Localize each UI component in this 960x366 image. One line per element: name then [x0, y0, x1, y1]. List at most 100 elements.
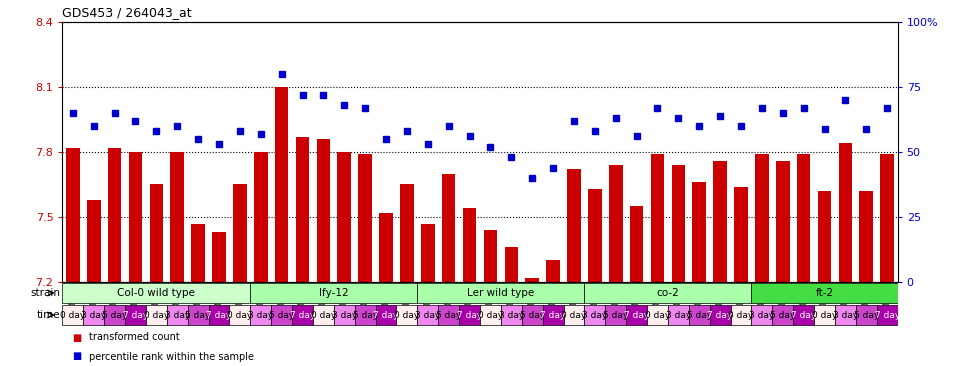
Bar [713, 161, 727, 282]
Bar [421, 224, 435, 282]
Bar [689, 305, 709, 325]
Text: 3 day: 3 day [415, 310, 441, 320]
Bar [668, 305, 689, 325]
Text: time: time [36, 310, 60, 320]
Bar [313, 305, 334, 325]
Bar [375, 305, 396, 325]
Bar [585, 305, 606, 325]
Text: 7 day: 7 day [875, 310, 900, 320]
Bar [87, 200, 101, 282]
Bar [626, 305, 647, 325]
Bar [835, 305, 856, 325]
Text: 3 day: 3 day [164, 310, 190, 320]
Bar [292, 305, 313, 325]
Bar [876, 305, 898, 325]
Text: 3 day: 3 day [582, 310, 608, 320]
Text: 3 day: 3 day [248, 310, 274, 320]
Bar [564, 305, 585, 325]
Text: 0 day: 0 day [562, 310, 587, 320]
Text: 0 day: 0 day [478, 310, 503, 320]
Bar [542, 305, 564, 325]
Text: 3 day: 3 day [498, 310, 524, 320]
Bar [859, 191, 873, 282]
Bar [108, 147, 121, 282]
Bar [776, 161, 789, 282]
Bar [272, 305, 292, 325]
Bar [773, 305, 793, 325]
Bar [734, 187, 748, 282]
Bar [442, 173, 455, 282]
Bar [793, 305, 814, 325]
Text: 5 day: 5 day [770, 310, 796, 320]
Text: 0 day: 0 day [144, 310, 169, 320]
Text: 5 day: 5 day [686, 310, 712, 320]
Text: percentile rank within the sample: percentile rank within the sample [89, 351, 254, 362]
Bar [254, 152, 268, 282]
Bar [480, 305, 501, 325]
Text: 7 day: 7 day [123, 310, 148, 320]
Bar [647, 305, 668, 325]
Bar [171, 152, 184, 282]
Bar [188, 305, 208, 325]
Text: 0 day: 0 day [60, 310, 85, 320]
Bar [756, 154, 769, 282]
Text: GDS453 / 264043_at: GDS453 / 264043_at [62, 7, 192, 19]
Bar [418, 283, 585, 303]
Bar [355, 305, 375, 325]
Bar [752, 305, 773, 325]
Bar [191, 224, 204, 282]
Bar [275, 87, 288, 282]
Bar [418, 305, 438, 325]
Bar [105, 305, 125, 325]
Bar [400, 184, 414, 282]
Bar [609, 165, 622, 282]
Text: 5 day: 5 day [519, 310, 545, 320]
Text: 7 day: 7 day [373, 310, 398, 320]
Bar [212, 232, 226, 282]
Bar [606, 305, 626, 325]
Text: 5 day: 5 day [603, 310, 629, 320]
Bar [129, 152, 142, 282]
Bar [358, 154, 372, 282]
Text: 7 day: 7 day [290, 310, 315, 320]
Bar [567, 169, 581, 282]
Bar [525, 278, 539, 282]
Bar [692, 182, 706, 282]
Bar [839, 143, 852, 282]
Text: 5 day: 5 day [352, 310, 378, 320]
Bar [672, 165, 685, 282]
Text: 3 day: 3 day [81, 310, 107, 320]
Bar [66, 147, 80, 282]
Bar [317, 139, 330, 282]
Bar [62, 305, 84, 325]
Text: 3 day: 3 day [832, 310, 858, 320]
Text: 3 day: 3 day [331, 310, 357, 320]
Text: 0 day: 0 day [311, 310, 336, 320]
Text: lfy-12: lfy-12 [319, 288, 348, 298]
Bar [505, 247, 518, 282]
Text: transformed count: transformed count [89, 332, 180, 343]
Bar [630, 206, 643, 282]
Text: 5 day: 5 day [102, 310, 128, 320]
Bar [856, 305, 876, 325]
Bar [546, 260, 560, 282]
Text: 7 day: 7 day [457, 310, 482, 320]
Text: 0 day: 0 day [645, 310, 670, 320]
Text: 7 day: 7 day [624, 310, 649, 320]
Text: 7 day: 7 day [708, 310, 732, 320]
Bar [818, 191, 831, 282]
Text: 5 day: 5 day [185, 310, 211, 320]
Text: 5 day: 5 day [853, 310, 879, 320]
Text: strain: strain [31, 288, 60, 298]
Bar [709, 305, 731, 325]
Text: 0 day: 0 day [729, 310, 754, 320]
Bar [251, 283, 418, 303]
Bar [251, 305, 272, 325]
Bar [146, 305, 167, 325]
Text: Ler wild type: Ler wild type [468, 288, 535, 298]
Bar [167, 305, 188, 325]
Bar [588, 189, 602, 282]
Bar [814, 305, 835, 325]
Bar [62, 283, 251, 303]
Bar [396, 305, 418, 325]
